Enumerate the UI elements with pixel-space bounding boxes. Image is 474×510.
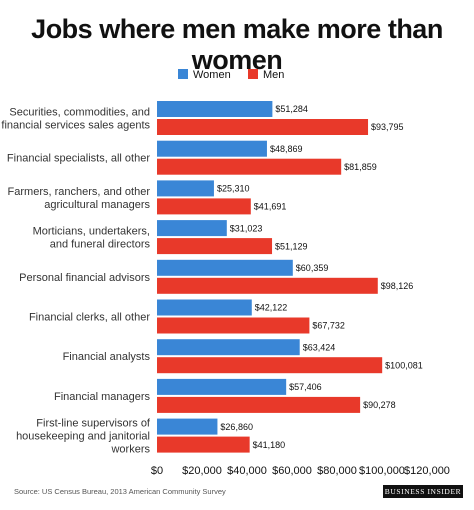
value-label-women: $51,284 bbox=[275, 104, 308, 114]
category-label: Financial clerks, all other bbox=[29, 312, 150, 324]
x-tick-label: $40,000 bbox=[227, 465, 267, 477]
bar-women bbox=[157, 259, 293, 276]
bar-women bbox=[157, 220, 227, 237]
value-label-men: $90,278 bbox=[363, 400, 396, 410]
value-label-men: $100,081 bbox=[385, 360, 423, 370]
category-label: Personal financial advisors bbox=[19, 272, 150, 284]
category-label: Financial specialists, all other bbox=[7, 153, 150, 165]
value-label-men: $41,180 bbox=[253, 440, 286, 450]
category-labels: Securities, commodities, and financial se… bbox=[1, 107, 151, 456]
value-label-men: $41,691 bbox=[254, 202, 287, 212]
bar-women bbox=[157, 378, 287, 395]
value-label-men: $51,129 bbox=[275, 241, 308, 251]
value-label-women: $48,869 bbox=[270, 144, 303, 154]
bar-men bbox=[157, 198, 251, 215]
category-label: Financial managers bbox=[54, 391, 150, 403]
category-label: Securities, commodities, and financial se… bbox=[1, 107, 150, 132]
legend-label-women: Women bbox=[193, 69, 231, 81]
legend-swatch-men bbox=[248, 69, 258, 79]
value-labels: $51,284 $93,795 $48,869 $81,859 $25,310 $41,6… bbox=[217, 104, 423, 450]
source-note: Source: US Census Bureau, 2013 American … bbox=[14, 487, 226, 496]
bar-men bbox=[157, 357, 383, 374]
bar-men bbox=[157, 436, 250, 453]
value-label-women: $31,023 bbox=[230, 223, 263, 233]
chart-title: Jobs where men make more than women bbox=[31, 14, 443, 75]
value-label-men: $81,859 bbox=[344, 162, 377, 172]
bar-men bbox=[157, 119, 369, 135]
bar-men bbox=[157, 317, 310, 334]
legend-label-men: Men bbox=[263, 69, 284, 81]
category-label: Financial analysts bbox=[63, 351, 151, 363]
bar-women bbox=[157, 101, 273, 117]
bar-women bbox=[157, 299, 252, 316]
x-axis: $0 $20,000 $40,000 $60,000 $80,000 $100,000 $1… bbox=[151, 465, 450, 477]
value-label-men: $67,732 bbox=[312, 321, 345, 331]
bar-men bbox=[157, 158, 342, 175]
value-label-women: $63,424 bbox=[303, 342, 336, 352]
bar-women bbox=[157, 140, 267, 157]
value-label-men: $98,126 bbox=[381, 281, 414, 291]
bar-women bbox=[157, 418, 218, 435]
legend: Women Men bbox=[178, 69, 284, 81]
value-label-women: $26,860 bbox=[220, 422, 253, 432]
value-label-women: $42,122 bbox=[255, 303, 288, 313]
business-insider-logo: BUSINESS INSIDER bbox=[383, 485, 463, 498]
x-tick-label: $60,000 bbox=[272, 465, 312, 477]
x-tick-label: $0 bbox=[151, 465, 163, 477]
bar-men bbox=[157, 277, 378, 294]
x-tick-label: $120,000 bbox=[404, 465, 450, 477]
value-label-women: $25,310 bbox=[217, 184, 250, 194]
bar-women bbox=[157, 339, 300, 356]
bar-women bbox=[157, 180, 214, 197]
x-tick-label: $100,000 bbox=[359, 465, 405, 477]
x-tick-label: $20,000 bbox=[182, 465, 222, 477]
value-label-women: $57,406 bbox=[289, 382, 322, 392]
value-label-men: $93,795 bbox=[371, 122, 404, 132]
bar-men bbox=[157, 238, 273, 255]
category-label: First-line supervisors of housekeeping an… bbox=[16, 418, 151, 456]
value-label-women: $60,359 bbox=[296, 263, 329, 273]
bars bbox=[157, 101, 383, 453]
category-label: Morticians, undertakers, and funeral dire… bbox=[33, 226, 151, 251]
x-tick-label: $80,000 bbox=[317, 465, 357, 477]
category-label: Farmers, ranchers, and other agricultural… bbox=[8, 186, 151, 211]
bar-men bbox=[157, 396, 361, 413]
legend-swatch-women bbox=[178, 69, 188, 79]
